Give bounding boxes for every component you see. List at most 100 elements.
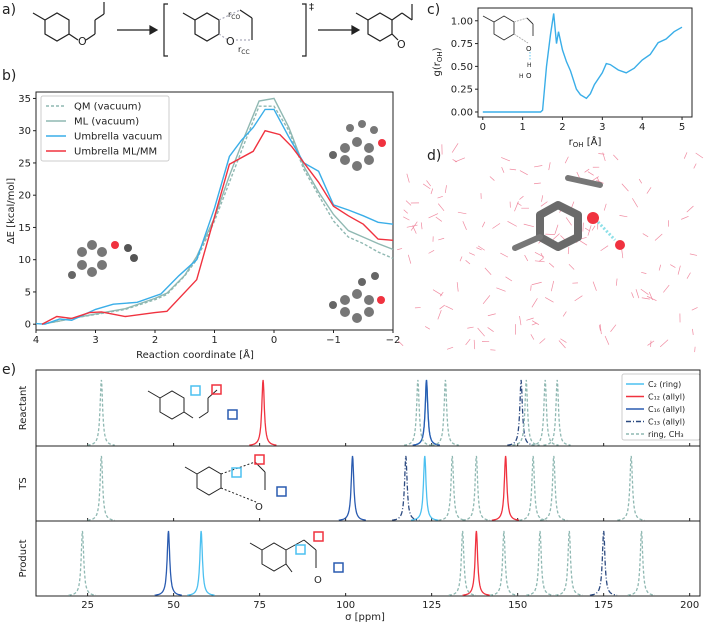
legend-entry: C₁₂ (allyl) — [648, 393, 685, 402]
peak — [448, 530, 476, 596]
peak — [589, 530, 618, 596]
water-molecule — [638, 178, 643, 184]
water-molecule — [635, 289, 640, 299]
water-molecule — [540, 201, 548, 207]
spectrum-row-reactant: Reactant — [18, 369, 701, 447]
reaction-arrow-1 — [117, 24, 159, 36]
water-molecule — [631, 292, 634, 298]
x-tick-label: 0 — [480, 122, 486, 133]
x-tick-label: 0 — [271, 335, 277, 346]
water-molecule — [621, 249, 624, 259]
water-molecule — [642, 233, 649, 238]
water-molecule — [693, 163, 697, 169]
panel-label-d: d) — [427, 148, 441, 164]
water-molecule — [452, 159, 458, 163]
row-label: TS — [18, 477, 29, 490]
water-molecule — [444, 185, 447, 194]
water-molecule — [621, 183, 629, 192]
inset-oxygen-1: O — [526, 45, 532, 53]
water-molecule — [574, 295, 583, 302]
inset-hydrogen-2: H — [519, 73, 524, 80]
peak — [410, 455, 439, 521]
x-tick-label: 1 — [519, 122, 525, 133]
transition-state-molecule: O rCO rCC ‡ — [163, 2, 314, 57]
water-molecule — [514, 201, 519, 212]
water-molecule — [439, 291, 444, 297]
water-molecule — [422, 183, 431, 190]
peak — [403, 379, 432, 446]
water-molecule — [584, 168, 590, 173]
x-tick-label: 5 — [679, 122, 685, 133]
water-molecule — [507, 221, 517, 227]
water-molecule — [550, 280, 555, 292]
legend-entry: C₁₆ (allyl) — [648, 405, 685, 414]
molecule-ts-3d — [329, 120, 386, 171]
water-molecule — [681, 216, 689, 220]
peak — [491, 455, 519, 521]
water-molecule — [403, 209, 409, 214]
water-molecule — [505, 276, 513, 282]
water-molecule — [526, 317, 534, 321]
water-molecule — [531, 281, 542, 286]
water-molecule — [403, 216, 410, 221]
legend-entry: Umbrella ML/MM — [74, 147, 157, 158]
peak — [462, 455, 490, 521]
structure-ts-2d: O — [184, 454, 287, 513]
x-axis-label-b: Reaction coordinate [Å] — [136, 348, 254, 361]
x-tick-label: −2 — [386, 335, 401, 346]
water-molecule — [659, 339, 669, 348]
water-molecule — [663, 284, 670, 293]
water-molecule — [519, 195, 524, 200]
x-tick-label: 100 — [336, 600, 355, 611]
water-molecule — [412, 225, 417, 234]
product-oxygen-label: O — [397, 38, 406, 51]
y-tick-label: 1.00 — [451, 16, 473, 27]
water-molecule — [420, 222, 423, 230]
molecule-product-3d — [329, 272, 385, 323]
reaction-scheme: O O rCO rCC ‡ O — [32, 2, 413, 57]
water-molecule — [619, 215, 628, 218]
water-molecule — [564, 156, 569, 164]
water-molecule — [446, 346, 454, 350]
peak — [519, 455, 547, 521]
water-molecule — [477, 327, 485, 337]
ts-oxygen-label: O — [226, 35, 235, 48]
y-tick-label: 30 — [18, 126, 31, 137]
water-molecule — [591, 225, 596, 231]
water-molecule — [523, 223, 534, 228]
peak — [431, 379, 459, 446]
water-molecule — [565, 217, 572, 226]
water-molecule — [487, 313, 496, 317]
water-molecule — [524, 254, 529, 262]
x-tick-label: 2 — [559, 122, 565, 133]
water-molecule — [691, 307, 698, 311]
peak — [512, 379, 540, 446]
water-molecule — [600, 245, 609, 252]
y-tick-label: 0.50 — [451, 62, 473, 73]
x-tick-label: 1 — [211, 335, 217, 346]
x-tick-label: 25 — [81, 600, 94, 611]
water-molecule — [462, 221, 467, 231]
y-axis-label-c: g(rOH) — [432, 47, 444, 76]
peak — [555, 530, 583, 596]
x-tick-label: 50 — [167, 600, 180, 611]
legend-entry: ML (vacuum) — [74, 117, 139, 128]
series-line-umbrella-vacuum — [35, 108, 394, 325]
water-molecule — [567, 246, 570, 255]
peak — [462, 530, 490, 596]
water-molecule — [692, 328, 694, 335]
water-molecule — [489, 176, 495, 181]
series-line-qm-vacuum- — [41, 105, 394, 325]
water-molecule — [686, 205, 694, 213]
water-molecule — [615, 278, 618, 286]
structure-product-2d: O — [249, 531, 344, 586]
water-molecule — [465, 338, 471, 346]
water-molecule — [509, 168, 517, 171]
water-molecule — [587, 225, 592, 236]
panel-b-energy-profile: Reaction coordinate [Å] ΔE [kcal/mol] QM… — [6, 91, 401, 361]
product-molecule: O — [355, 4, 413, 51]
peak — [249, 379, 277, 446]
water-molecule — [530, 334, 535, 340]
